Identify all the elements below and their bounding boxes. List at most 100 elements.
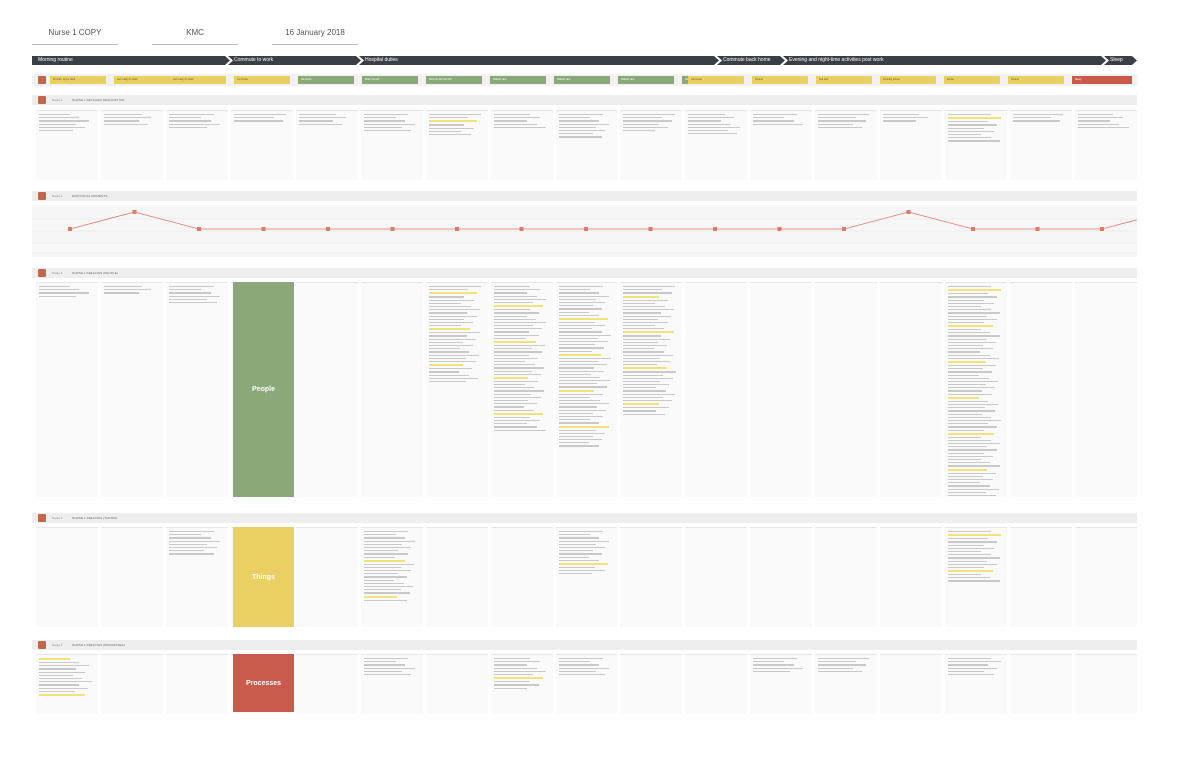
note-card[interactable] — [555, 654, 618, 714]
emotion-point[interactable] — [455, 227, 459, 231]
note-card[interactable] — [36, 110, 98, 180]
emotion-point[interactable] — [906, 210, 911, 214]
activity-card[interactable]: Commute — [234, 76, 290, 84]
activity-card[interactable]: Dinner — [944, 76, 1000, 84]
note-card[interactable] — [880, 282, 943, 497]
note-card[interactable] — [360, 527, 423, 627]
phase-commute-to-work[interactable]: Commute to work — [228, 56, 361, 65]
emotion-point[interactable] — [68, 227, 72, 231]
emotion-point[interactable] — [584, 227, 588, 231]
note-card[interactable] — [555, 527, 618, 627]
note-card[interactable] — [1010, 110, 1072, 180]
activity-card[interactable]: Ward rounds — [362, 76, 418, 84]
activity-card[interactable]: Cooking dinner — [880, 76, 936, 84]
emotion-point[interactable] — [777, 227, 782, 231]
emotion-point[interactable] — [1035, 227, 1040, 231]
note-card[interactable] — [555, 110, 618, 180]
note-card[interactable] — [620, 654, 683, 714]
phase-hospital-duties[interactable]: Hospital duties — [359, 56, 719, 65]
note-card[interactable] — [815, 654, 878, 714]
note-card[interactable] — [750, 527, 813, 627]
emotion-point[interactable] — [648, 227, 653, 231]
note-card[interactable] — [425, 527, 488, 627]
note-card[interactable] — [750, 654, 813, 714]
note-card[interactable] — [620, 110, 683, 180]
note-card[interactable] — [100, 282, 163, 497]
note-card[interactable] — [880, 654, 943, 714]
note-card[interactable] — [230, 110, 293, 180]
note-card[interactable] — [360, 654, 423, 714]
emotion-point[interactable] — [842, 227, 846, 231]
emotion-point[interactable] — [197, 227, 201, 231]
activity-card[interactable]: Freshen up for work — [50, 76, 106, 84]
note-card[interactable] — [425, 654, 488, 714]
note-card[interactable] — [425, 110, 488, 180]
note-card[interactable] — [620, 527, 683, 627]
phase-evening-activities[interactable]: Evening and night-time activities post w… — [783, 56, 1106, 65]
note-card[interactable] — [490, 110, 553, 180]
note-card[interactable] — [685, 110, 748, 180]
note-card[interactable] — [555, 282, 618, 497]
note-card[interactable] — [165, 527, 228, 627]
note-card[interactable] — [750, 110, 813, 180]
emotion-point[interactable] — [971, 227, 975, 231]
note-card[interactable] — [945, 527, 1008, 627]
note-card[interactable] — [295, 110, 358, 180]
note-card[interactable] — [1010, 654, 1072, 714]
note-card[interactable] — [425, 282, 488, 497]
activity-card[interactable]: Get ready for work — [114, 76, 170, 84]
date-field[interactable]: 16 January 2018 — [272, 28, 358, 45]
note-card[interactable] — [100, 110, 163, 180]
note-card[interactable] — [360, 110, 423, 180]
note-card[interactable] — [945, 654, 1008, 714]
activity-card[interactable]: Patient care — [554, 76, 610, 84]
note-card[interactable] — [880, 110, 943, 180]
emotion-point[interactable] — [261, 227, 266, 231]
activity-card[interactable]: Patient care — [490, 76, 546, 84]
activity-card[interactable]: Sleep — [1072, 76, 1132, 84]
note-card[interactable] — [1075, 527, 1137, 627]
note-card[interactable] — [490, 654, 553, 714]
note-card[interactable] — [360, 282, 423, 497]
note-card[interactable] — [36, 527, 98, 627]
activity-card[interactable]: Patient care — [618, 76, 674, 84]
emotion-point[interactable] — [713, 227, 717, 231]
note-card[interactable] — [750, 282, 813, 497]
emotion-point[interactable] — [1100, 227, 1104, 231]
note-card[interactable] — [490, 282, 553, 497]
note-card[interactable] — [945, 110, 1008, 180]
note-card[interactable] — [685, 282, 748, 497]
note-card[interactable] — [815, 282, 878, 497]
note-card[interactable] — [945, 282, 1008, 497]
phase-morning-routine[interactable]: Morning routine — [32, 56, 230, 65]
note-card[interactable] — [490, 527, 553, 627]
emotion-point[interactable] — [519, 227, 524, 231]
note-card[interactable] — [165, 282, 228, 497]
note-card[interactable] — [1075, 654, 1137, 714]
note-card[interactable] — [100, 527, 163, 627]
activity-card[interactable]: Tea time — [816, 76, 872, 84]
emotion-point[interactable] — [132, 210, 137, 214]
note-card[interactable] — [165, 110, 228, 180]
note-card[interactable] — [685, 654, 748, 714]
note-card[interactable] — [36, 282, 98, 497]
activity-card[interactable]: Get ready for work — [170, 76, 226, 84]
emotion-point[interactable] — [390, 227, 395, 231]
note-card[interactable] — [1075, 282, 1137, 497]
note-card[interactable] — [1075, 110, 1137, 180]
activity-card[interactable]: Rounds with the MO — [426, 76, 482, 84]
note-card[interactable] — [685, 527, 748, 627]
phase-sleep[interactable]: Sleep — [1104, 56, 1137, 65]
phase-commute-back-home[interactable]: Commute back home — [717, 56, 785, 65]
note-card[interactable] — [295, 282, 358, 497]
note-card[interactable] — [295, 527, 358, 627]
location-field[interactable]: KMC — [152, 28, 238, 45]
persona-field[interactable]: Nurse 1 COPY — [32, 28, 118, 45]
note-card[interactable] — [100, 654, 163, 714]
note-card[interactable] — [165, 654, 228, 714]
note-card[interactable] — [815, 110, 878, 180]
emotion-point[interactable] — [326, 227, 330, 231]
activity-card[interactable]: Handover — [298, 76, 354, 84]
note-card[interactable] — [880, 527, 943, 627]
note-card[interactable] — [1010, 527, 1072, 627]
